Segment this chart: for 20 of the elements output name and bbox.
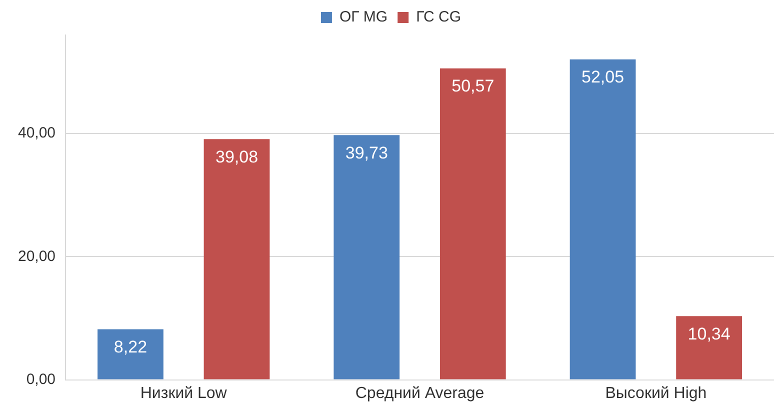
bar [334,135,400,380]
bar [98,329,164,380]
x-tick-label: Низкий Low [140,384,228,402]
bar [204,139,270,380]
legend-label: ГС CG [416,8,462,26]
y-tick-label: 0,00 [26,370,56,388]
y-tick-label: 20,00 [18,248,56,265]
data-label: 10,34 [688,324,730,344]
x-tick-label: Высокий High [605,384,707,402]
data-label: 50,57 [452,76,494,96]
data-label: 39,08 [215,147,258,166]
data-label: 52,05 [582,68,624,87]
bar [676,316,742,380]
data-label: 8,22 [114,337,148,356]
legend-label: ОГ MG [339,8,388,26]
y-tick-label: 40,00 [18,124,56,142]
bar [570,59,636,380]
data-label: 39,73 [345,143,388,162]
bar [440,68,506,380]
x-tick-label: Средний Average [355,384,484,402]
